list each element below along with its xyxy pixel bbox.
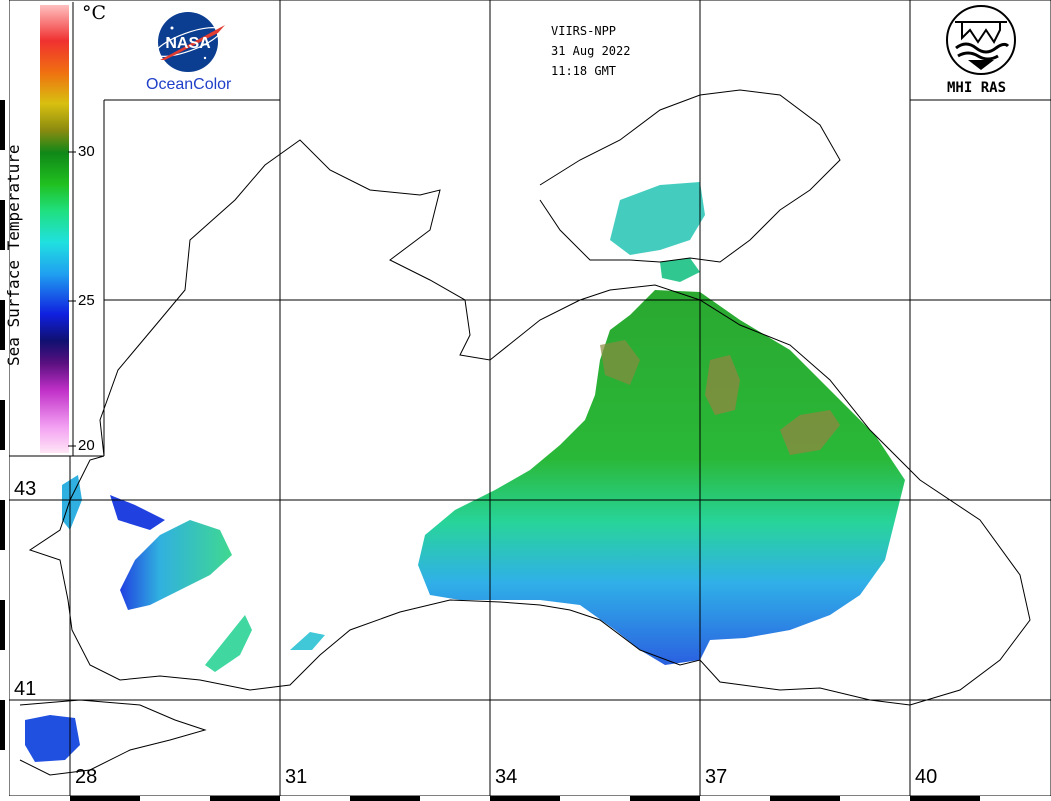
sst-bosphorus	[25, 715, 80, 762]
sst-west-patch	[120, 520, 232, 610]
colorbar-title: Sea Surface Temperature	[4, 144, 23, 366]
longitude-label: 34	[495, 766, 518, 788]
sst-south-strip	[205, 615, 252, 672]
nasa-oceancolor-label: OceanColor	[146, 76, 232, 93]
sst-west-strip	[110, 495, 165, 530]
colorbar-gradient	[40, 5, 69, 453]
latitude-label: 41	[14, 678, 37, 700]
sst-south-spot	[290, 632, 325, 650]
colorbar-tick-label: 30	[78, 143, 95, 160]
sst-warm-patch	[780, 410, 840, 455]
left-ruler	[0, 0, 9, 801]
sst-kerch	[660, 258, 700, 282]
coastline	[28, 139, 1031, 706]
nasa-seal-text: NASA	[165, 35, 211, 52]
longitude-label: 31	[285, 766, 308, 788]
sst-field-main	[418, 290, 905, 665]
sst-coastal-west	[62, 475, 82, 530]
sst-azov	[610, 182, 705, 255]
sst-warm-patch	[600, 340, 640, 385]
satellite-name: VIIRS-NPP	[551, 24, 617, 38]
mhi-ras-logo	[946, 5, 1016, 75]
colorbar-tick-label: 20	[78, 437, 95, 454]
nasa-logo: NASA	[155, 12, 225, 72]
colorbar-tick-label: 25	[78, 292, 95, 309]
unit-label: °C	[82, 2, 107, 24]
acquisition-date: 31 Aug 2022	[551, 44, 631, 58]
longitude-label: 37	[705, 766, 728, 788]
latitude-label: 43	[14, 478, 37, 500]
coastline-azov	[539, 89, 841, 263]
longitude-label: 40	[915, 766, 938, 788]
longitude-label: 28	[75, 766, 98, 788]
acquisition-time: 11:18 GMT	[551, 64, 617, 78]
bottom-ruler	[9, 796, 1051, 801]
institute-label: MHI RAS	[947, 80, 1007, 96]
sst-warm-patch	[705, 355, 740, 415]
